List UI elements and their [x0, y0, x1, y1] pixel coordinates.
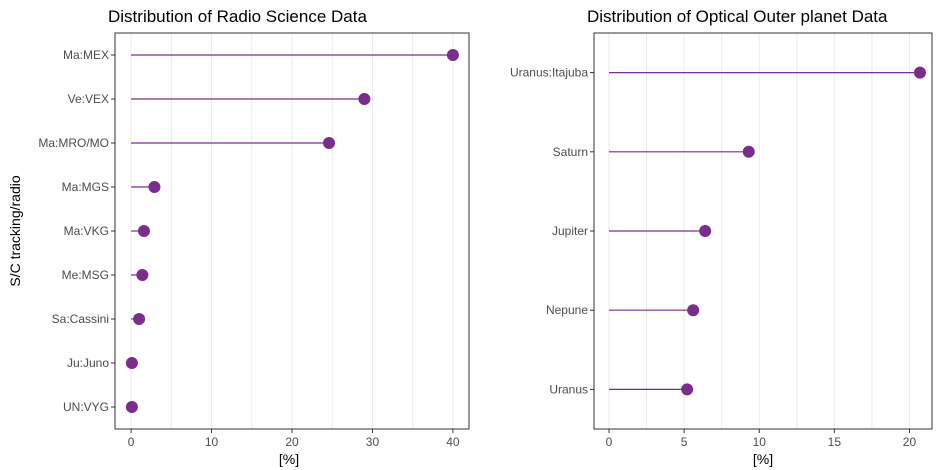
optical-lollipop-point: [687, 304, 700, 317]
optical-x-tick-label: 5: [681, 435, 688, 449]
optical-x-tick-label: 15: [828, 435, 842, 449]
radio-y-tick-label: Ju:Juno: [67, 356, 109, 370]
optical-x-tick-label: 10: [753, 435, 767, 449]
optical-lollipop-point: [742, 145, 755, 158]
radio-lollipop-point: [358, 93, 371, 105]
radio-y-tick-label: Ma:MEX: [63, 48, 109, 62]
radio-y-tick-label: Sa:Cassini: [52, 312, 109, 326]
radio-lollipop-point: [148, 181, 161, 193]
radio-y-tick-label: Ma:VKG: [64, 224, 109, 238]
radio-y-axis-title: S/C tracking/radio: [7, 175, 23, 286]
optical-y-tick-label: Nepune: [546, 303, 588, 317]
radio-lollipop-point: [446, 49, 459, 61]
optical-x-tick-label: 20: [903, 435, 917, 449]
radio-x-tick-label: 20: [285, 435, 299, 449]
optical-y-tick-label: Uranus: [549, 382, 588, 396]
radio-x-tick-label: 10: [205, 435, 219, 449]
radio-y-tick-label: UN:VYG: [63, 400, 109, 414]
radio-lollipop-point: [125, 401, 138, 413]
radio-x-axis-title: [%]: [279, 451, 299, 467]
optical-lollipop-point: [913, 66, 926, 79]
radio-y-tick-label: Ma:MRO/MO: [38, 136, 109, 150]
radio-x-tick-label: 40: [446, 435, 460, 449]
radio-plot-area: 0 10 20 30 40 Ma:MEX Ve:VEX Ma:MRO/MO Ma:MGS Ma:V…: [38, 32, 470, 449]
optical-panel: Distribution of Optical Outer planet Dat…: [510, 7, 933, 467]
optical-lollipop-point: [681, 383, 694, 396]
radio-lollipop-point: [323, 137, 336, 149]
optical-y-tick-label: Uranus:Itajuba: [510, 66, 588, 80]
radio-panel: Distribution of Radio Science Data S/C t…: [7, 7, 470, 467]
radio-lollipop-point: [133, 313, 146, 325]
optical-x-axis-title: [%]: [753, 451, 773, 467]
radio-x-tick-label: 0: [128, 435, 135, 449]
radio-chart-title: Distribution of Radio Science Data: [108, 7, 367, 26]
optical-chart-title: Distribution of Optical Outer planet Dat…: [587, 7, 888, 26]
radio-lollipop-point: [136, 269, 149, 281]
radio-y-tick-label: Ve:VEX: [68, 92, 109, 106]
radio-lollipop-point: [125, 357, 138, 369]
optical-x-tick-label: 0: [606, 435, 613, 449]
optical-plot-area: 0 5 10 15 20 Uranus:Itajuba Saturn Jupiter Nepun…: [510, 32, 933, 449]
optical-lollipop-point: [699, 225, 712, 237]
radio-lollipop-point: [137, 225, 150, 237]
optical-y-tick-label: Saturn: [553, 145, 588, 159]
radio-y-tick-label: Ma:MGS: [62, 180, 109, 194]
radio-x-tick-label: 30: [366, 435, 380, 449]
radio-y-tick-label: Me:MSG: [62, 268, 109, 282]
optical-y-tick-label: Jupiter: [552, 224, 588, 238]
